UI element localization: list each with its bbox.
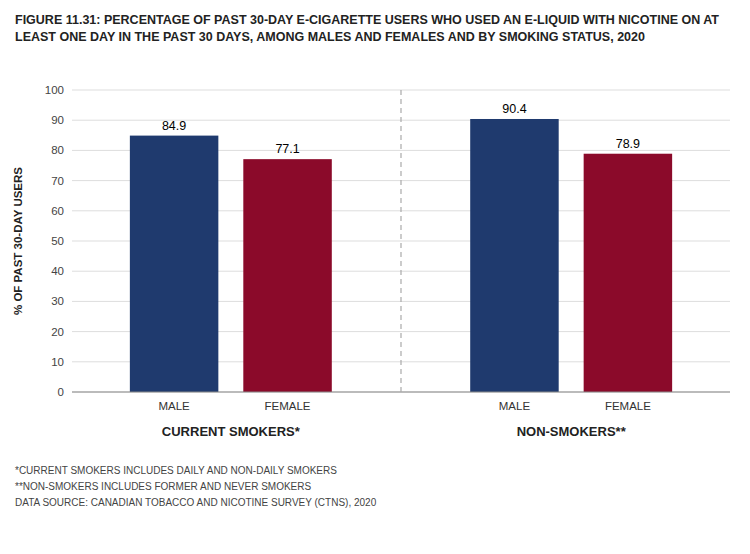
title: FIGURE 11.31: PERCENTAGE OF PAST 30-DAY … xyxy=(15,13,719,44)
data-label: 90.4 xyxy=(502,102,526,116)
group-separator xyxy=(400,90,401,392)
y-tick-label: 50 xyxy=(51,235,64,247)
y-tick-label: 60 xyxy=(51,205,64,217)
y-axis-label: % OF PAST 30-DAY USERS xyxy=(12,167,24,315)
data-label: 78.9 xyxy=(616,137,640,151)
y-tick-label: 0 xyxy=(58,386,64,398)
bar xyxy=(470,119,558,392)
bar xyxy=(243,159,331,392)
y-tick-label: 80 xyxy=(51,144,64,156)
footnote: DATA SOURCE: CANADIAN TOBACCO AND NICOTI… xyxy=(15,497,377,508)
x-tick-label: FEMALE xyxy=(605,400,651,412)
background xyxy=(0,0,750,554)
title-line: FIGURE 11.31: PERCENTAGE OF PAST 30-DAY … xyxy=(15,13,719,27)
y-tick-label: 100 xyxy=(45,84,64,96)
y-tick-label: 70 xyxy=(51,175,64,187)
x-tick-label: FEMALE xyxy=(265,400,311,412)
data-label: 77.1 xyxy=(275,142,299,156)
group-label: NON-SMOKERS** xyxy=(517,424,627,439)
chart: FIGURE 11.31: PERCENTAGE OF PAST 30-DAY … xyxy=(0,0,750,554)
y-tick-label: 30 xyxy=(51,295,64,307)
group-label: CURRENT SMOKERS* xyxy=(162,424,301,439)
footnote: *CURRENT SMOKERS INCLUDES DAILY AND NON-… xyxy=(15,465,337,476)
x-tick-label: MALE xyxy=(499,400,531,412)
y-tick-label: 40 xyxy=(51,265,64,277)
footnote: **NON-SMOKERS INCLUDES FORMER AND NEVER … xyxy=(15,481,311,492)
title-line: LEAST ONE DAY IN THE PAST 30 DAYS, AMONG… xyxy=(15,30,645,44)
y-tick-label: 10 xyxy=(51,356,64,368)
y-tick-label: 20 xyxy=(51,326,64,338)
y-tick-label: 90 xyxy=(51,114,64,126)
bar xyxy=(130,136,218,392)
bar xyxy=(584,154,672,392)
grid xyxy=(72,90,730,392)
data-label: 84.9 xyxy=(162,119,186,133)
x-tick-label: MALE xyxy=(158,400,190,412)
